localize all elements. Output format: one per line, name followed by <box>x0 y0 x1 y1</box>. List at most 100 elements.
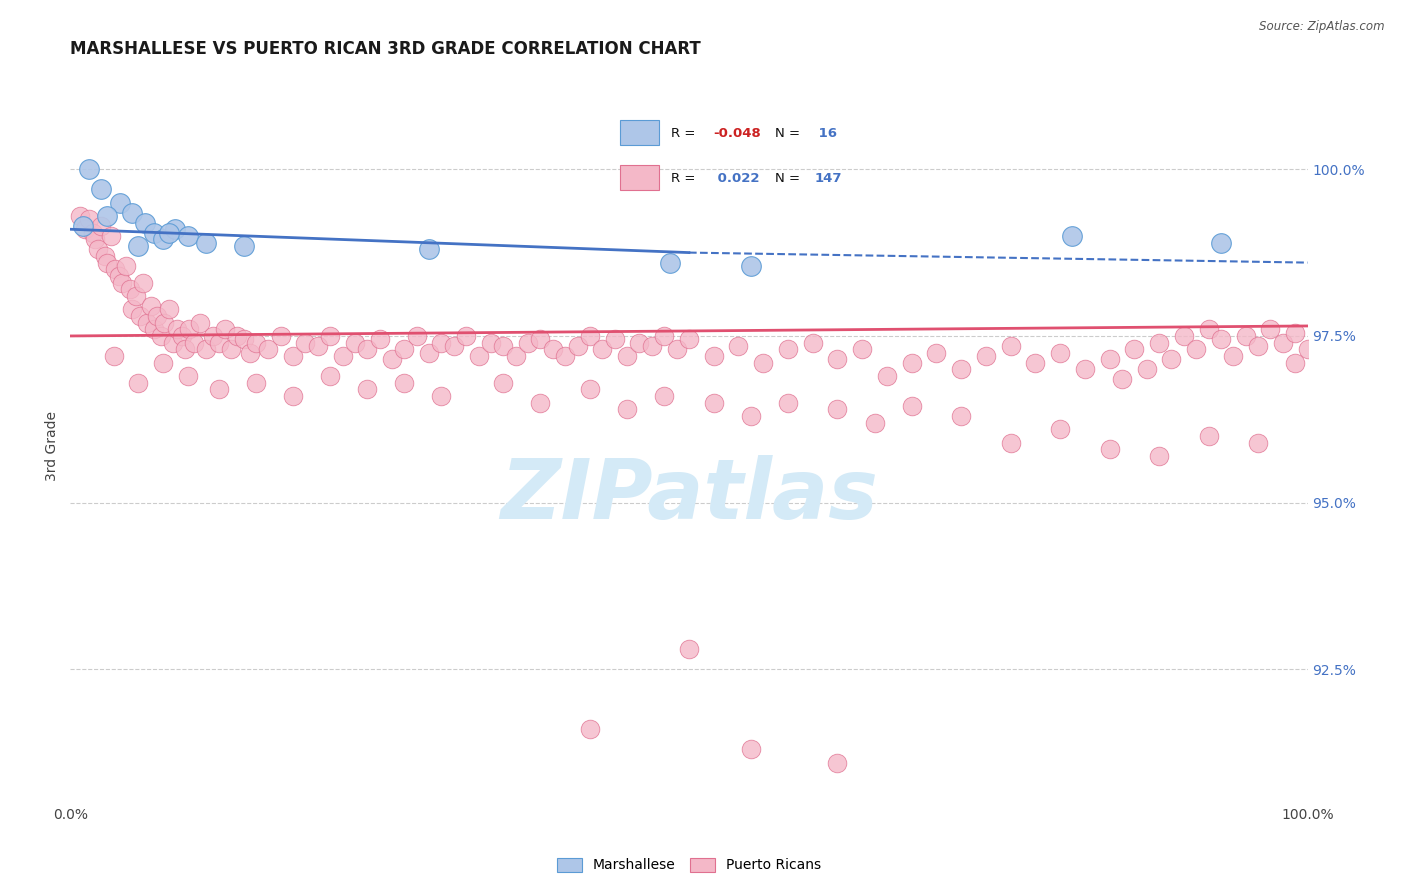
Point <box>100 228 122 243</box>
Text: ZIPatlas: ZIPatlas <box>501 456 877 536</box>
Point <box>752 356 775 370</box>
Point <box>740 259 762 273</box>
Point <box>281 349 304 363</box>
Point <box>201 329 224 343</box>
Point <box>177 228 200 243</box>
Point <box>900 399 922 413</box>
Point <box>492 376 515 390</box>
Point <box>232 239 254 253</box>
Point <box>1147 335 1170 350</box>
Point <box>1271 335 1294 350</box>
Point <box>82 226 104 240</box>
Point <box>319 368 342 383</box>
Point <box>1173 329 1195 343</box>
Point <box>381 352 404 367</box>
Point <box>127 376 149 390</box>
Point <box>75 222 97 236</box>
Point <box>307 339 329 353</box>
Point <box>505 349 527 363</box>
Point <box>170 329 193 343</box>
Point <box>1098 352 1121 367</box>
Point <box>554 349 576 363</box>
Point <box>214 322 236 336</box>
Point <box>134 216 156 230</box>
Point <box>153 316 176 330</box>
Point <box>96 255 118 269</box>
Point <box>143 322 166 336</box>
Point <box>641 339 664 353</box>
Point <box>195 235 218 250</box>
Point <box>1136 362 1159 376</box>
Bar <box>620 165 659 190</box>
Point <box>652 329 675 343</box>
Point <box>529 395 551 409</box>
Point <box>703 349 725 363</box>
Point <box>517 335 540 350</box>
Point <box>77 212 100 227</box>
Point <box>1296 343 1319 357</box>
Point <box>740 742 762 756</box>
Point <box>208 335 231 350</box>
Point <box>195 343 218 357</box>
Point <box>776 395 799 409</box>
Point <box>232 332 254 346</box>
Point <box>616 402 638 417</box>
Point <box>128 309 150 323</box>
Point <box>1209 235 1232 250</box>
Text: MARSHALLESE VS PUERTO RICAN 3RD GRADE CORRELATION CHART: MARSHALLESE VS PUERTO RICAN 3RD GRADE CO… <box>70 40 702 58</box>
Point <box>1284 326 1306 340</box>
Point <box>139 299 162 313</box>
Point <box>343 335 366 350</box>
Point <box>652 389 675 403</box>
Point <box>1198 429 1220 443</box>
Point <box>90 219 112 233</box>
Y-axis label: 3rd Grade: 3rd Grade <box>45 411 59 481</box>
Point <box>603 332 626 346</box>
Point <box>703 395 725 409</box>
Point <box>591 343 613 357</box>
Point <box>827 402 849 417</box>
Point <box>541 343 564 357</box>
Point <box>628 335 651 350</box>
Point <box>162 335 184 350</box>
Point <box>245 335 267 350</box>
Point <box>121 205 143 219</box>
Point <box>270 329 292 343</box>
Point <box>165 222 187 236</box>
Point <box>294 335 316 350</box>
Point <box>678 642 700 657</box>
Point <box>166 322 188 336</box>
Point <box>188 316 211 330</box>
Point <box>127 239 149 253</box>
Point <box>356 382 378 396</box>
Point <box>152 232 174 246</box>
Point <box>1049 345 1071 359</box>
Point <box>111 276 134 290</box>
Point <box>740 409 762 423</box>
Point <box>876 368 898 383</box>
Point <box>1160 352 1182 367</box>
Point <box>1147 449 1170 463</box>
Point <box>1260 322 1282 336</box>
Text: 147: 147 <box>814 172 842 185</box>
Point <box>900 356 922 370</box>
Point <box>319 329 342 343</box>
Point <box>1222 349 1244 363</box>
Point <box>226 329 249 343</box>
Point <box>418 242 440 256</box>
Point <box>121 302 143 317</box>
Point <box>96 209 118 223</box>
Point <box>152 356 174 370</box>
Point <box>177 322 200 336</box>
Point <box>430 389 453 403</box>
Point <box>827 756 849 770</box>
Point <box>443 339 465 353</box>
Point <box>69 209 91 223</box>
Point <box>177 368 200 383</box>
Point <box>90 182 112 196</box>
Point <box>1247 435 1270 450</box>
Point <box>1123 343 1146 357</box>
Point <box>77 162 100 177</box>
Point <box>579 382 602 396</box>
Bar <box>620 120 659 145</box>
